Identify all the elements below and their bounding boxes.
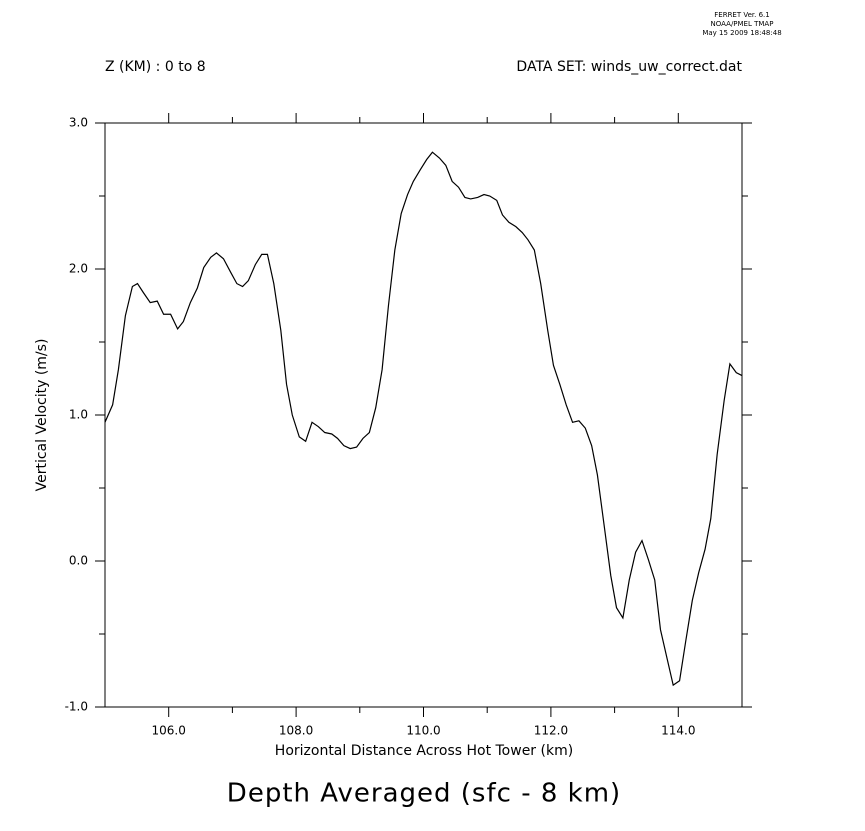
x-tick-label: 108.0 (279, 724, 313, 738)
y-tick-label: 0.0 (69, 554, 88, 568)
y-tick-label: 2.0 (69, 262, 88, 276)
x-tick-label: 114.0 (661, 724, 695, 738)
y-tick-label: 1.0 (69, 408, 88, 422)
subtitle-left: Z (KM) : 0 to 8 (105, 59, 206, 75)
x-tick-label: 110.0 (406, 724, 440, 738)
y-tick-label: -1.0 (65, 700, 88, 714)
x-tick-label: 112.0 (534, 724, 568, 738)
data-line (104, 151, 743, 687)
y-tick-label: 3.0 (69, 116, 88, 130)
header-line: FERRET Ver. 6.1 (714, 11, 769, 19)
y-axis-label: Vertical Velocity (m/s) (34, 339, 50, 492)
x-axis-label: Horizontal Distance Across Hot Tower (km… (275, 743, 573, 759)
chart-title: Depth Averaged (sfc - 8 km) (227, 779, 621, 809)
x-tick-label: 106.0 (152, 724, 186, 738)
subtitle-right: DATA SET: winds_uw_correct.dat (516, 59, 742, 75)
header-line: May 15 2009 18:48:48 (702, 29, 781, 37)
header-line: NOAA/PMEL TMAP (711, 20, 774, 28)
